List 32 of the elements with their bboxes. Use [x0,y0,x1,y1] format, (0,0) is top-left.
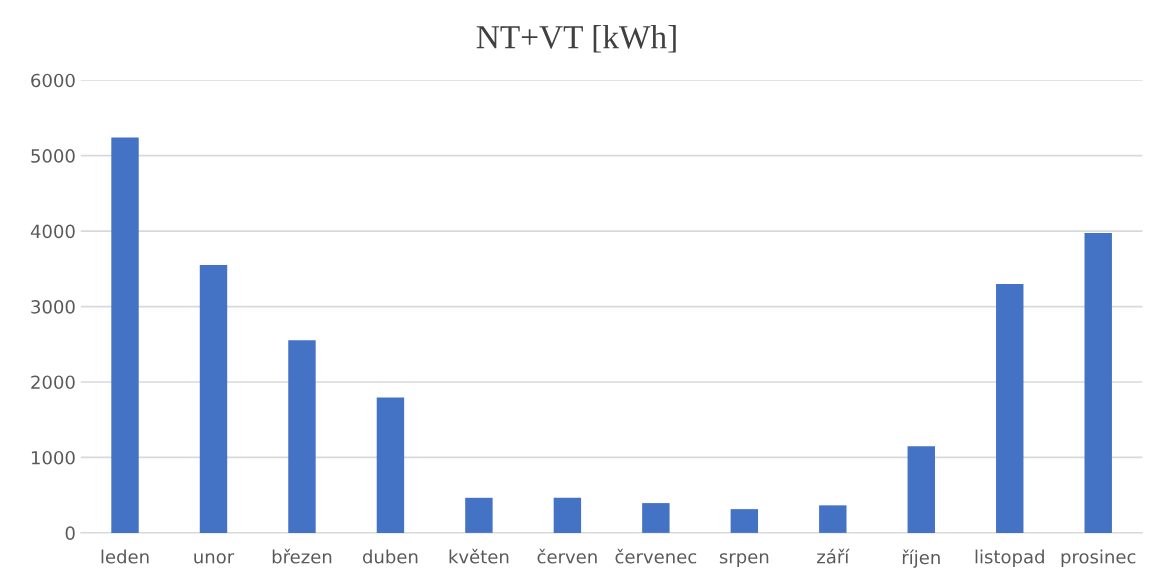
x-tick-label: listopad [975,549,1044,568]
x-tick-label: říjen [902,549,940,568]
x-tick-label: duben [362,549,418,564]
x-tick-label: červen [537,548,597,564]
bar [465,497,493,533]
y-tick-label: 3000 [31,300,75,314]
x-tick-label: leden [101,549,149,564]
y-tick-label: 6000 [31,73,75,88]
y-tick-label: 1000 [31,450,75,465]
bar [819,505,847,533]
bar [288,340,316,533]
y-tick-label: 2000 [31,375,75,390]
x-tick-label: unor [194,553,235,564]
bar [199,265,228,533]
bar [996,283,1024,533]
bar [376,397,405,533]
x-tick-label: prosinec [1061,549,1136,568]
bar [553,497,582,533]
y-tick-label: 4000 [30,224,75,239]
x-tick-label: březen [272,548,332,564]
bar [1084,233,1112,533]
x-tick-label: srpen [719,553,769,568]
bar [111,137,139,533]
bar [730,509,759,533]
x-tick-label: květen [449,548,509,564]
bar [907,446,935,533]
bar [642,503,670,533]
x-tick-label: září [817,548,850,564]
chart-title: NT+VT [kWh] [476,25,676,53]
y-tick-label: 5000 [31,149,75,163]
y-tick-label: 0 [65,526,75,541]
x-tick-label: červenec [615,548,697,564]
